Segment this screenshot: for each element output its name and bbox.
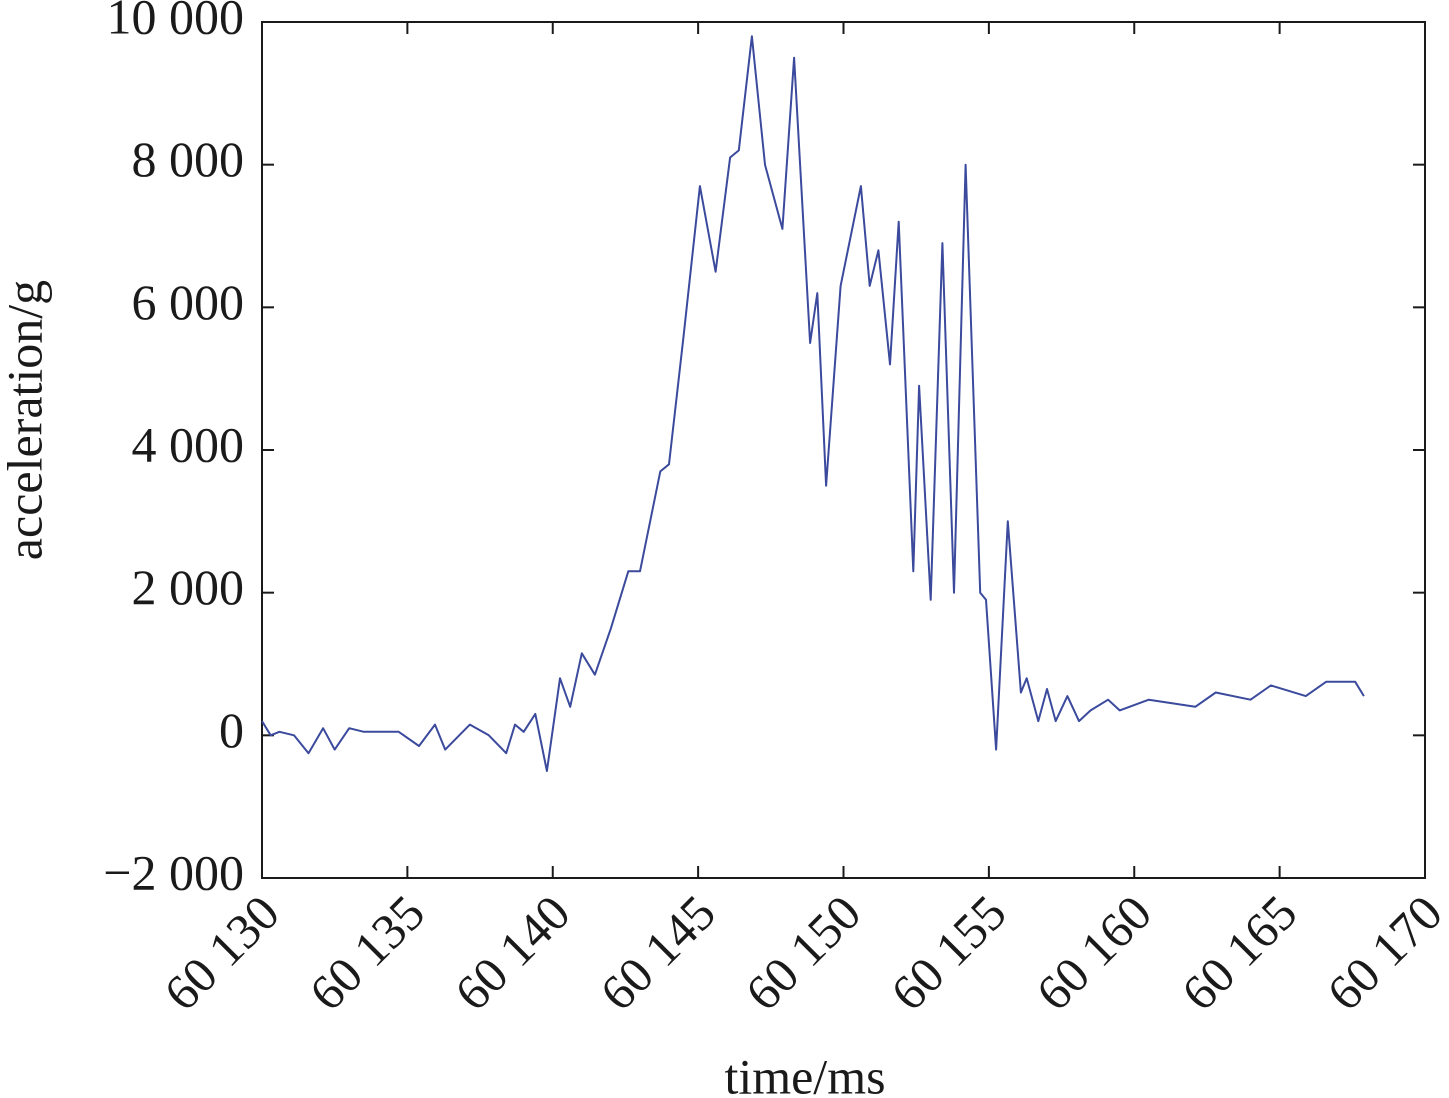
x-tick-label: 60 130 xyxy=(153,884,290,1021)
plot-frame xyxy=(261,21,1426,879)
y-tick-label: −2 000 xyxy=(103,844,244,900)
x-tick-label: 60 150 xyxy=(735,884,872,1021)
y-axis-label: acceleration/g xyxy=(0,280,52,560)
x-tick-label: 60 135 xyxy=(298,884,435,1021)
x-tick-label: 60 165 xyxy=(1171,884,1308,1021)
y-tick-label: 6 000 xyxy=(132,274,245,330)
x-tick-label: 60 155 xyxy=(880,884,1017,1021)
x-axis-label: time/ms xyxy=(724,1048,885,1098)
data-line xyxy=(261,35,1365,772)
y-tick-label: 10 000 xyxy=(107,0,245,44)
x-tick-label: 60 160 xyxy=(1025,884,1162,1021)
y-tick-label: 0 xyxy=(219,702,244,758)
y-tick-label: 2 000 xyxy=(132,559,245,615)
x-tick-label: 60 145 xyxy=(589,884,726,1021)
x-tick-label: 60 140 xyxy=(444,884,581,1021)
y-tick-label: 8 000 xyxy=(132,131,245,187)
x-tick-label: 60 170 xyxy=(1316,884,1449,1021)
y-tick-label: 4 000 xyxy=(132,416,245,472)
